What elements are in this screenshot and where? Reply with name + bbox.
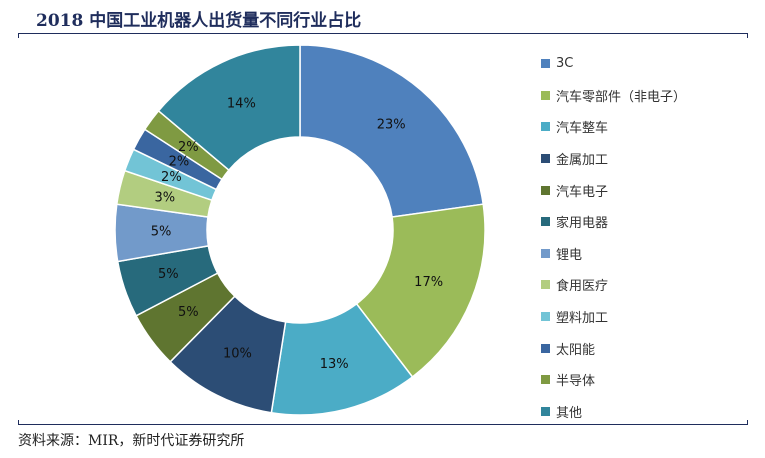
legend-item-5: 家用电器 (541, 206, 756, 238)
legend-label-11: 其他 (556, 405, 583, 421)
slice-label-7: 3% (154, 190, 175, 205)
source-rule (18, 420, 748, 425)
legend-swatch-11 (541, 406, 550, 416)
legend-label-3: 金属加工 (556, 153, 609, 169)
legend-label-6: 锂电 (556, 247, 583, 263)
slice-label-9: 2% (169, 154, 190, 169)
legend-item-8: 塑料加工 (541, 301, 756, 333)
legend-swatch-5 (541, 217, 550, 227)
legend-item-4: 汽车电子 (541, 174, 756, 206)
slice-label-2: 13% (320, 357, 349, 372)
legend-item-11: 其他 (541, 396, 756, 428)
slice-11 (157, 44, 301, 172)
slice-label-3: 10% (223, 347, 252, 362)
legend-swatch-3 (541, 154, 550, 164)
slice-label-1: 17% (414, 275, 443, 290)
legend-swatch-9 (541, 343, 550, 353)
slice-label-11: 14% (227, 96, 256, 111)
legend-swatch-6 (541, 248, 550, 258)
legend-label-5: 家用电器 (556, 216, 609, 232)
legend-label-1: 汽车零部件（非电子） (556, 89, 687, 105)
slice-label-10: 2% (178, 140, 199, 155)
legend-label-0: 3C (556, 56, 574, 72)
legend-swatch-1 (541, 90, 550, 100)
legend-swatch-7 (541, 280, 550, 290)
legend-label-8: 塑料加工 (556, 311, 609, 327)
legend-item-2: 汽车整车 (541, 111, 756, 143)
slice-label-4: 5% (178, 305, 199, 320)
legend-item-0: 3C (541, 48, 756, 80)
legend-label-4: 汽车电子 (556, 184, 609, 200)
legend-item-6: 锂电 (541, 238, 756, 270)
legend-item-9: 太阳能 (541, 332, 756, 364)
legend-item-3: 金属加工 (541, 143, 756, 175)
title-rule (18, 33, 748, 38)
chart-legend: 3C 汽车零部件（非电子） 汽车整车金属加工汽车电子家用电器锂电食用医疗塑料加工太阳… (541, 48, 756, 427)
slice-label-6: 5% (151, 225, 172, 240)
slice-0 (299, 44, 485, 218)
legend-label-7: 食用医疗 (556, 279, 609, 295)
legend-label-10: 半导体 (556, 374, 596, 390)
legend-swatch-0 (541, 59, 550, 69)
legend-item-1: 汽车零部件（非电子） (541, 80, 756, 112)
slice-label-0: 23% (377, 118, 406, 133)
legend-label-9: 太阳能 (556, 342, 596, 358)
legend-swatch-2 (541, 122, 550, 132)
slice-label-8: 2% (161, 170, 182, 185)
slice-1 (355, 203, 486, 378)
legend-item-7: 食用医疗 (541, 269, 756, 301)
legend-swatch-10 (541, 375, 550, 385)
slice-label-5: 5% (158, 267, 179, 282)
legend-item-10: 半导体 (541, 364, 756, 396)
legend-swatch-8 (541, 312, 550, 322)
source-note: 资料来源：MIR，新时代证券研究所 (18, 433, 245, 449)
chart-title: 2018 中国工业机器人出货量不同行业占比 (36, 11, 362, 31)
legend-swatch-4 (541, 185, 550, 195)
legend-label-2: 汽车整车 (556, 121, 609, 137)
